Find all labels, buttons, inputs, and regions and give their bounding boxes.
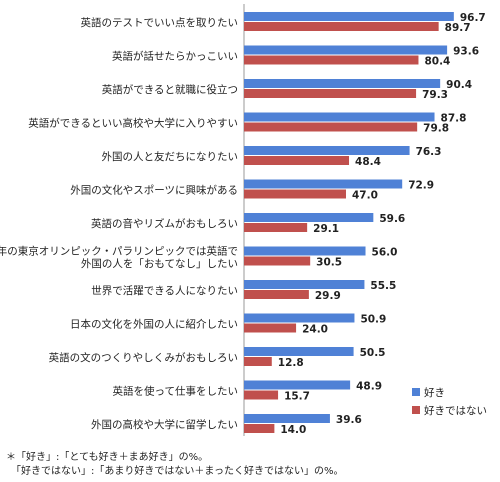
category-label: 2020年の東京オリンピック・パラリンピックでは英語で外国の人を「おもてなし」し… <box>0 244 238 270</box>
category-label: 英語のテストでいい点を取りたい <box>81 16 239 29</box>
category-label-line: 英語を使って仕事をしたい <box>113 385 238 398</box>
bar-dislike <box>244 189 346 199</box>
bar-dislike <box>244 156 350 165</box>
category-label: 外国の文化やスポーツに興味がある <box>70 184 238 197</box>
bar-dislike <box>244 290 309 299</box>
category-label-line: 外国の人と友だちになりたい <box>102 150 239 163</box>
category-label: 日本の文化を外国の人に紹介したい <box>70 318 238 331</box>
value-label-like: 56.0 <box>372 247 398 259</box>
legend-swatch-dislike <box>412 406 420 414</box>
category-label-line: 2020年の東京オリンピック・パラリンピックでは英語で <box>0 244 238 257</box>
bar-like <box>244 146 410 155</box>
value-label-like: 87.8 <box>441 113 467 125</box>
bar-dislike <box>244 55 419 65</box>
category-label-line: 英語の文のつくりやしくみがおもしろい <box>49 351 238 364</box>
value-label-like: 55.5 <box>370 280 396 292</box>
value-label-like: 39.6 <box>336 414 362 426</box>
value-label-like: 59.6 <box>379 213 405 225</box>
category-label: 外国の人と友だちになりたい <box>102 150 239 163</box>
bar-dislike <box>244 223 308 232</box>
bar-like <box>244 112 435 122</box>
value-label-like: 50.9 <box>360 314 386 326</box>
category-label-line: 外国の人を「おもてなし」したい <box>81 258 238 270</box>
category-label: 英語の文のつくりやしくみがおもしろい <box>49 351 238 364</box>
category-label-line: 外国の文化やスポーツに興味がある <box>70 184 238 197</box>
bar-dislike <box>244 323 297 333</box>
value-label-dislike: 47.0 <box>352 190 378 202</box>
bar-like <box>244 246 366 256</box>
bar-like <box>244 179 403 189</box>
category-label: 外国の高校や大学に留学したい <box>91 418 238 431</box>
bar-like <box>244 213 374 222</box>
category-label: 英語ができるといい高校や大学に入りやすい <box>28 117 238 130</box>
bar-dislike <box>244 256 311 266</box>
category-label-line: 英語のテストでいい点を取りたい <box>81 16 239 29</box>
value-label-dislike: 12.8 <box>278 357 304 369</box>
category-label-line: 世界で活躍できる人になりたい <box>91 285 238 297</box>
bar-like <box>244 380 351 390</box>
category-label: 英語ができると就職に役立つ <box>102 83 238 96</box>
bar-dislike <box>244 357 272 366</box>
value-label-dislike: 14.0 <box>280 424 306 436</box>
category-label: 英語の音やリズムがおもしろい <box>91 217 238 230</box>
value-label-dislike: 29.9 <box>315 290 341 302</box>
value-label-dislike: 15.7 <box>284 391 310 403</box>
value-label-like: 48.9 <box>356 381 382 393</box>
bar-dislike <box>244 22 439 31</box>
bar-like <box>244 12 454 21</box>
bar-like <box>244 347 354 356</box>
value-label-like: 93.6 <box>453 46 479 58</box>
bar-dislike <box>244 122 418 132</box>
legend-swatch-like <box>412 388 420 396</box>
bar-like <box>244 45 448 55</box>
bar-like <box>244 414 330 423</box>
category-label-line: 英語の音やリズムがおもしろい <box>91 217 238 230</box>
value-label-like: 76.3 <box>416 146 442 158</box>
bar-like <box>244 313 355 323</box>
legend-label-like: 好き <box>424 387 445 399</box>
bar-like <box>244 79 441 88</box>
value-label-like: 96.7 <box>460 12 486 24</box>
footnote-line-2: 「好きではない」:「あまり好きではない＋まったく好きではない」の%。 <box>6 466 344 477</box>
value-label-dislike: 89.7 <box>445 22 471 34</box>
value-label-dislike: 80.4 <box>424 56 450 68</box>
category-label-line: 英語が話せたらかっこいい <box>112 50 238 63</box>
value-label-like: 72.9 <box>408 180 434 192</box>
value-label-dislike: 29.1 <box>313 223 339 235</box>
value-label-dislike: 24.0 <box>302 324 328 336</box>
category-label-line: 英語ができるといい高校や大学に入りやすい <box>28 117 238 130</box>
category-label-line: 日本の文化を外国の人に紹介したい <box>70 318 238 331</box>
value-label-dislike: 48.4 <box>355 156 381 168</box>
category-label-line: 英語ができると就職に役立つ <box>102 83 238 96</box>
footnote-line-1: ＊「好き」:「とても好き＋まあ好き」の%。 <box>6 452 209 463</box>
value-label-dislike: 30.5 <box>316 257 342 269</box>
bar-dislike <box>244 390 279 400</box>
category-label: 英語が話せたらかっこいい <box>112 50 238 63</box>
value-label-like: 50.5 <box>360 347 386 359</box>
legend-label-dislike: 好きではない <box>424 405 487 417</box>
value-label-dislike: 79.8 <box>423 123 449 135</box>
bar-dislike <box>244 424 275 433</box>
category-label-line: 外国の高校や大学に留学したい <box>91 418 238 431</box>
value-label-like: 90.4 <box>446 79 472 91</box>
category-label: 英語を使って仕事をしたい <box>113 385 238 398</box>
bar-dislike <box>244 89 417 98</box>
category-label: 世界で活躍できる人になりたい <box>91 285 238 297</box>
value-label-dislike: 79.3 <box>422 89 448 101</box>
bar-like <box>244 280 365 289</box>
